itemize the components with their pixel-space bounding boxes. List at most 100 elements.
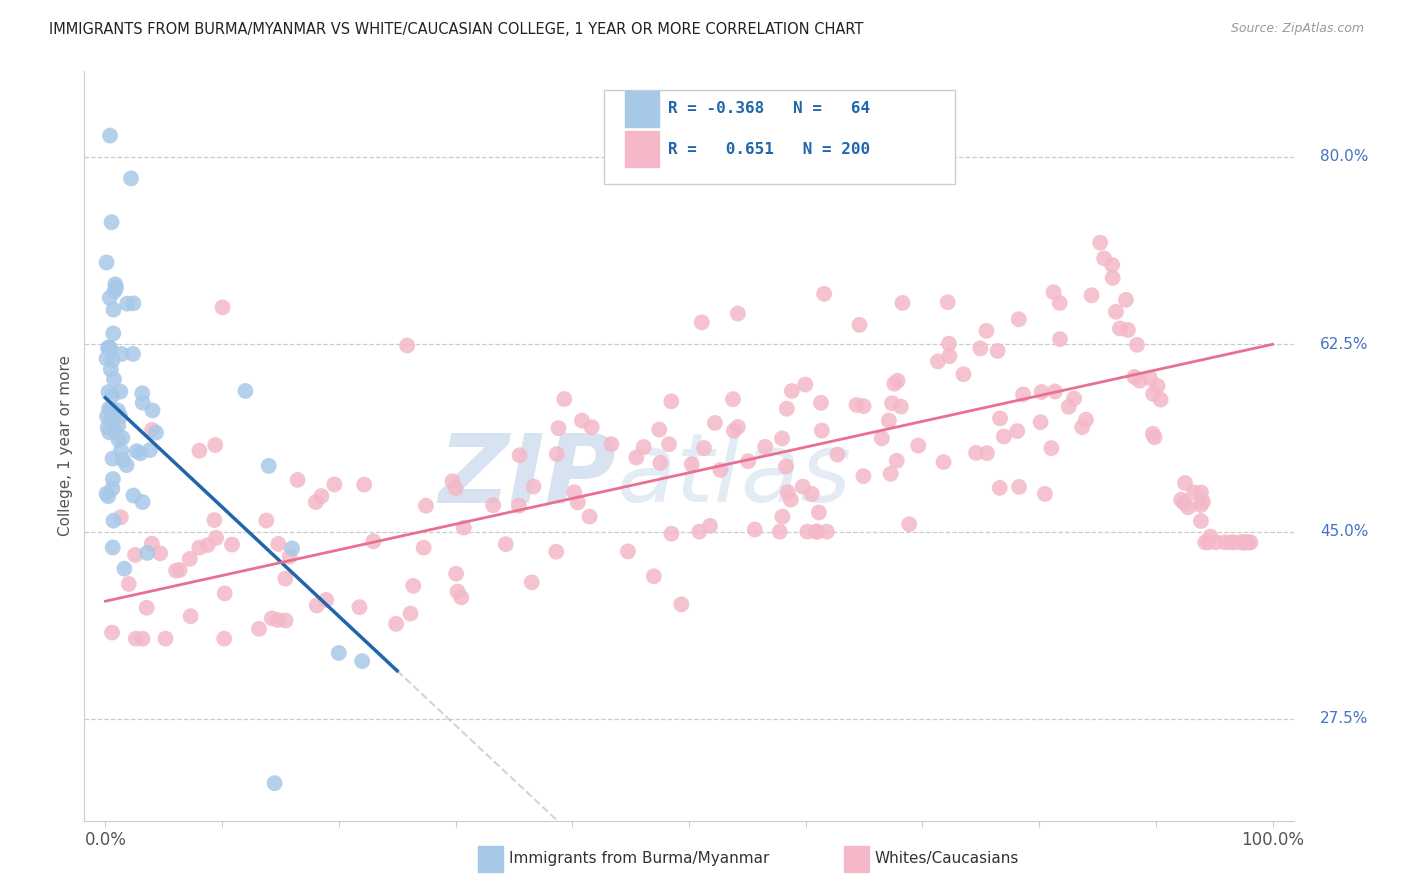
Point [1057, 400, 1080, 414]
Point [1233, 535, 1256, 549]
Point [1029, 415, 1052, 429]
Point [101, 541, 124, 555]
Point [131, 495, 153, 509]
Text: 62.5%: 62.5% [1320, 337, 1368, 351]
Point [1115, 293, 1137, 307]
Text: Immigrants from Burma/Myanmar: Immigrants from Burma/Myanmar [509, 852, 769, 866]
Point [776, 401, 799, 416]
Point [96, 486, 118, 500]
Point [800, 487, 823, 501]
Point [723, 424, 745, 438]
Point [1143, 430, 1166, 444]
Point [709, 463, 731, 477]
Point [932, 455, 955, 469]
Point [578, 509, 600, 524]
Point [1126, 338, 1149, 352]
Point [617, 544, 640, 558]
Point [643, 569, 665, 583]
Point [446, 584, 468, 599]
Point [1049, 332, 1071, 346]
Point [453, 521, 475, 535]
Point [101, 625, 124, 640]
Point [274, 572, 297, 586]
Bar [624, 91, 659, 127]
Point [898, 517, 921, 532]
Point [385, 616, 408, 631]
Point [737, 454, 759, 468]
Point [1080, 288, 1102, 302]
Point [110, 510, 132, 524]
Point [287, 473, 309, 487]
Point [323, 477, 346, 491]
Point [1189, 514, 1212, 528]
Point [969, 342, 991, 356]
Point [1139, 371, 1161, 385]
Point [100, 411, 122, 425]
Point [1239, 535, 1261, 549]
Point [495, 537, 517, 551]
Point [852, 399, 875, 413]
Y-axis label: College, 1 year or more: College, 1 year or more [58, 356, 73, 536]
Point [221, 538, 243, 552]
Point [1101, 258, 1123, 272]
Point [988, 481, 1011, 495]
Point [1063, 392, 1085, 406]
Point [770, 431, 793, 445]
Point [1177, 500, 1199, 515]
Point [987, 343, 1010, 358]
Point [794, 377, 817, 392]
Text: IMMIGRANTS FROM BURMA/MYANMAR VS WHITE/CAUCASIAN COLLEGE, 1 YEAR OR MORE CORRELA: IMMIGRANTS FROM BURMA/MYANMAR VS WHITE/C… [49, 22, 863, 37]
Point [101, 389, 124, 403]
Point [263, 776, 285, 790]
Point [1129, 374, 1152, 388]
Point [104, 284, 127, 298]
Point [721, 392, 744, 407]
Point [125, 444, 148, 458]
Point [115, 458, 138, 472]
Point [98, 401, 121, 416]
Point [180, 609, 202, 624]
Point [188, 541, 211, 555]
Point [98, 425, 121, 440]
Point [600, 437, 623, 451]
Point [688, 524, 710, 539]
Point [804, 524, 827, 539]
Point [260, 611, 283, 625]
Point [96, 255, 118, 269]
Point [1170, 492, 1192, 507]
Point [111, 431, 134, 445]
Point [197, 538, 219, 552]
Point [581, 420, 603, 434]
Point [927, 354, 949, 368]
Point [796, 524, 818, 539]
Point [1092, 252, 1115, 266]
Point [399, 607, 422, 621]
Point [952, 368, 974, 382]
Point [169, 563, 191, 577]
Point [204, 438, 226, 452]
Point [1237, 535, 1260, 549]
Text: R =   0.651   N = 200: R = 0.651 N = 200 [668, 142, 870, 157]
Point [101, 472, 124, 486]
Point [149, 546, 172, 560]
Point [100, 401, 122, 416]
Point [274, 614, 297, 628]
Point [415, 499, 437, 513]
Point [179, 552, 201, 566]
Point [1146, 379, 1168, 393]
Point [648, 423, 671, 437]
Point [779, 492, 801, 507]
Point [100, 215, 122, 229]
Point [352, 654, 374, 668]
Point [363, 534, 385, 549]
Point [311, 489, 333, 503]
Point [96, 409, 118, 424]
Point [101, 482, 124, 496]
Point [806, 524, 828, 539]
Point [938, 336, 960, 351]
Point [112, 562, 135, 576]
Point [1233, 535, 1256, 549]
Point [1074, 412, 1097, 426]
Point [105, 280, 128, 294]
Point [1149, 392, 1171, 407]
